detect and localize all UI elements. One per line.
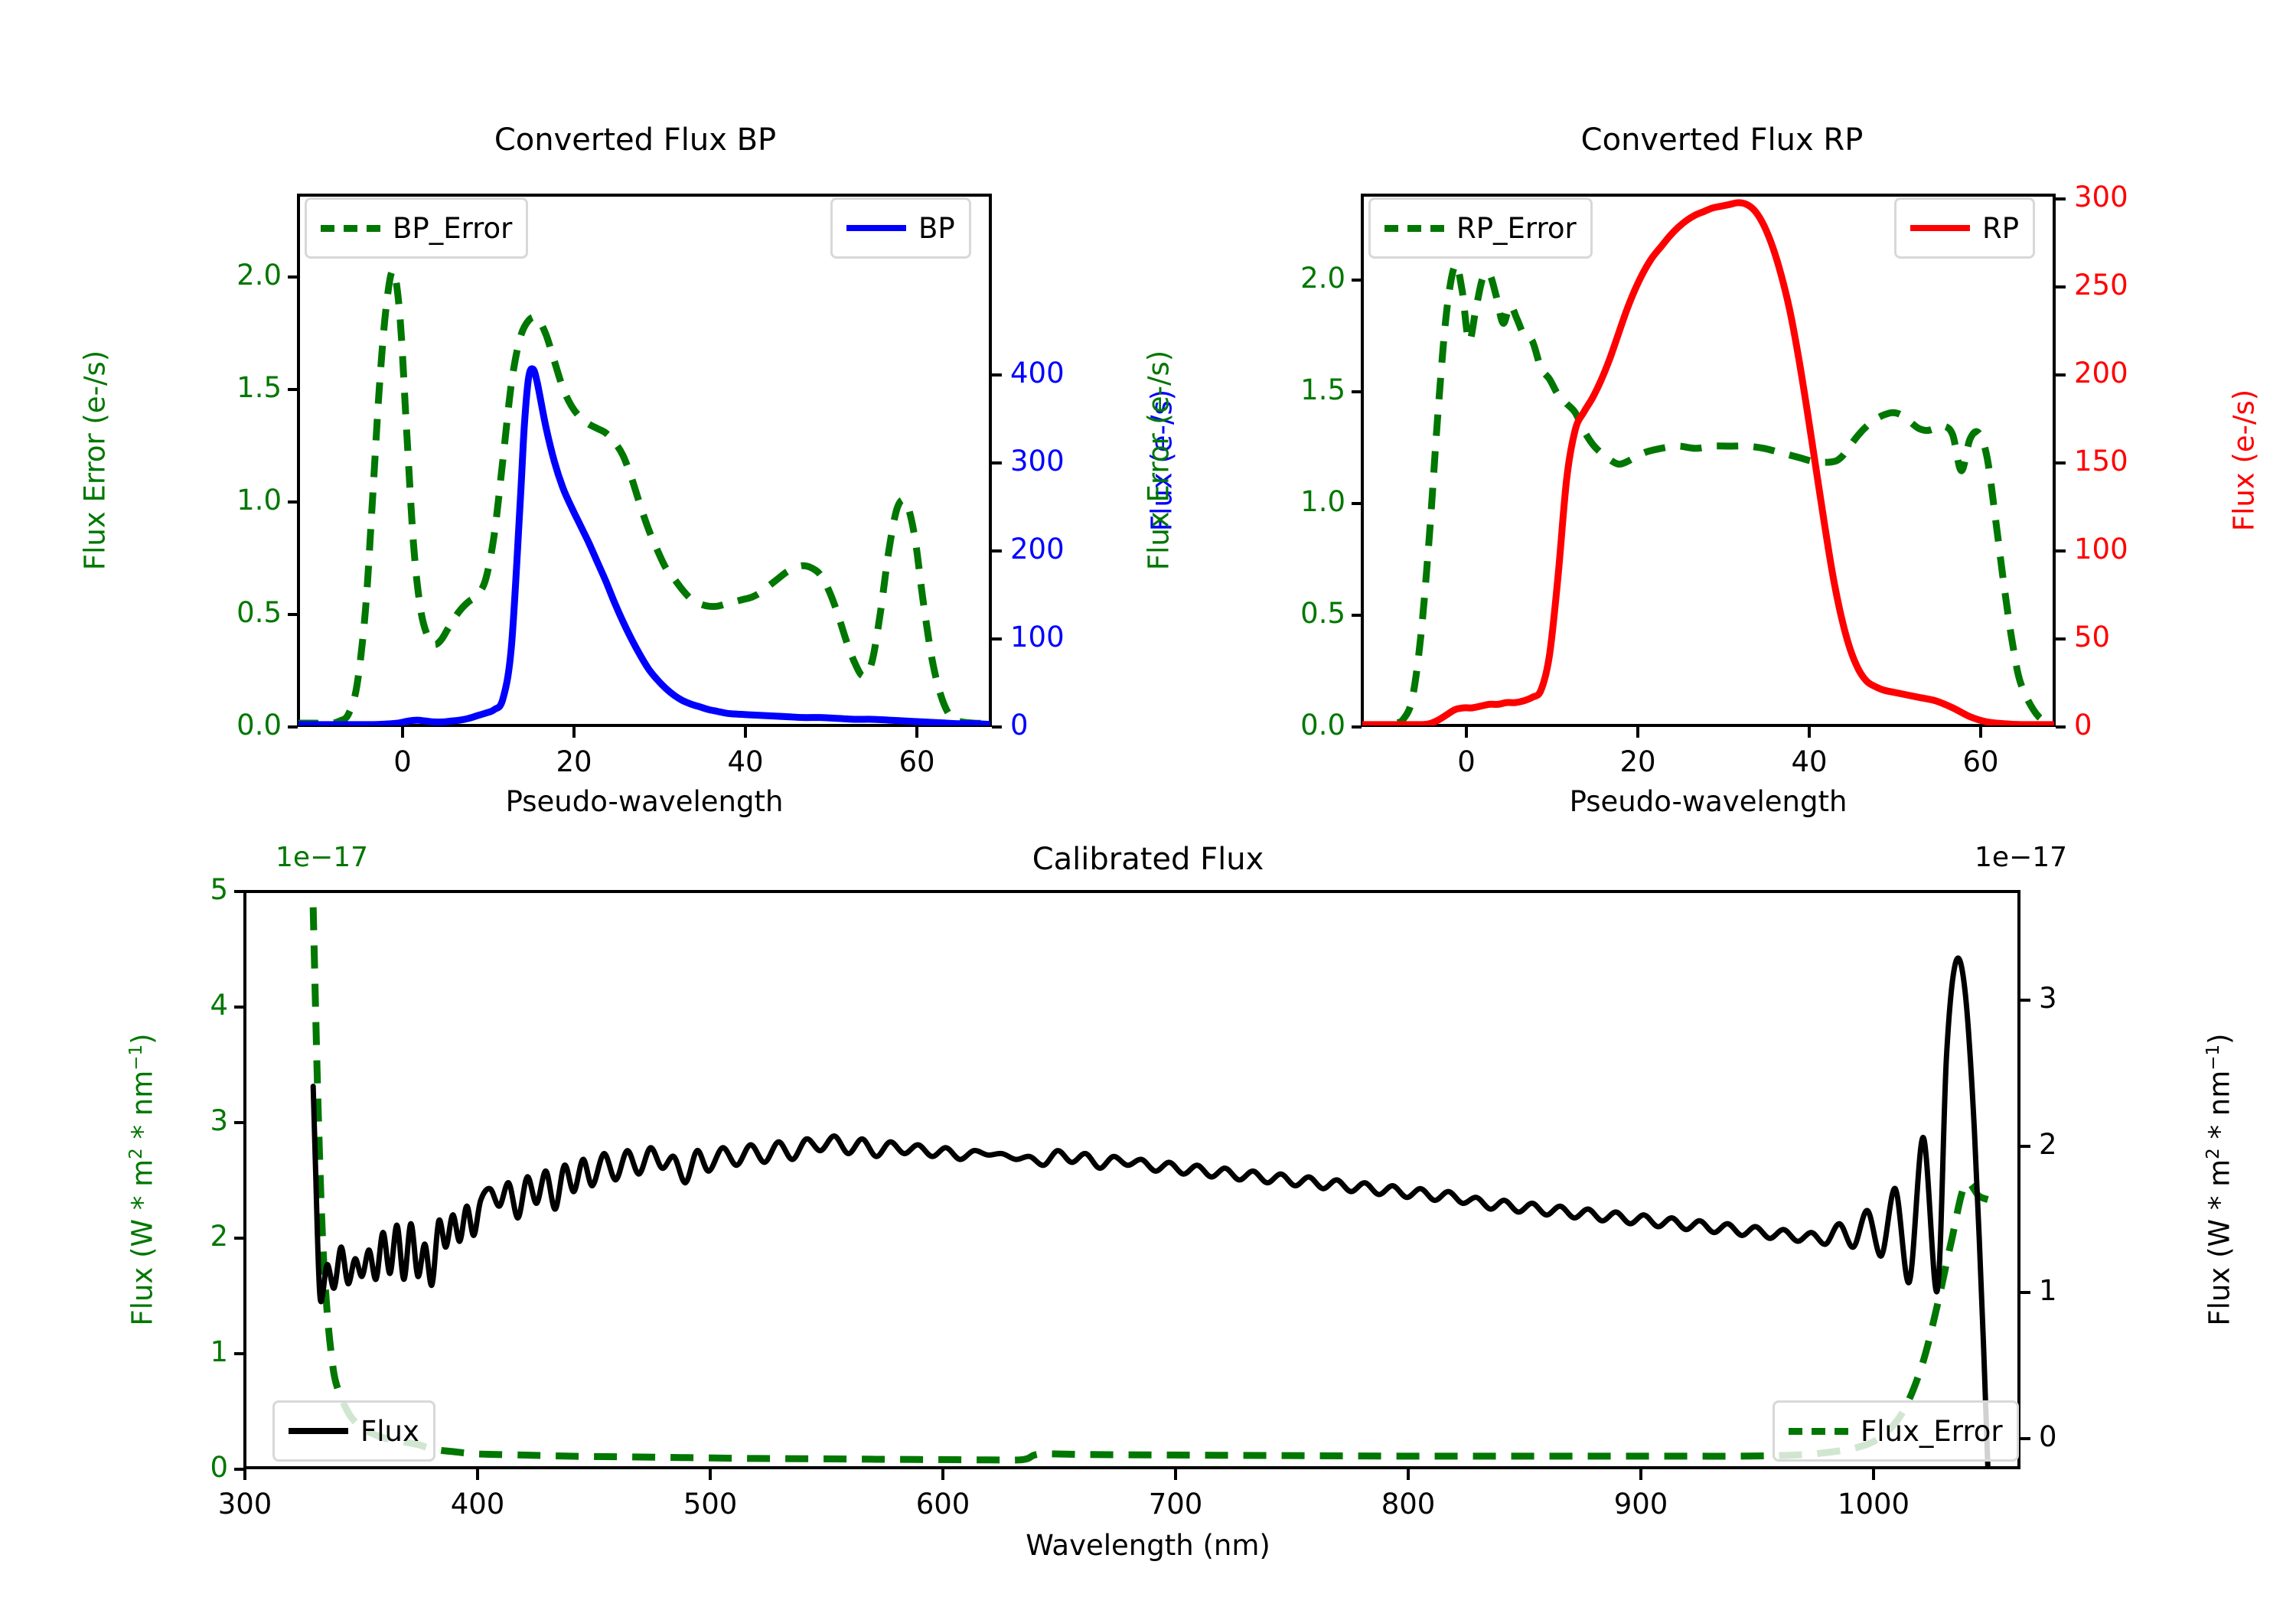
rp-legend-error[interactable]: RP_Error xyxy=(1368,197,1593,259)
bp-flux-curve xyxy=(298,365,990,725)
bp-error-curve xyxy=(298,267,990,725)
bp-legend-error[interactable]: BP_Error xyxy=(305,197,529,259)
bp-left-axis-title: Flux Error (e-/s) xyxy=(78,350,112,571)
cal-x-tick-2: 500 xyxy=(683,1488,738,1521)
bp-x-tick-0: 0 xyxy=(393,745,412,778)
cal-left-tick-2: 2 xyxy=(210,1220,228,1253)
bp-axes-frame xyxy=(297,194,992,727)
panel-converted-flux-bp: Converted Flux BP 0.0 0.5 1.0 1.5 2.0 Fl… xyxy=(0,0,1179,818)
rp-x-tick-2: 40 xyxy=(1791,745,1828,778)
rp-x-tick-1: 20 xyxy=(1619,745,1656,778)
bp-right-tick-4: 400 xyxy=(1010,357,1065,390)
rp-legend-flux[interactable]: RP xyxy=(1894,197,2036,259)
rp-right-tick-6: 300 xyxy=(2074,181,2128,214)
bp-x-tick-2: 40 xyxy=(727,745,764,778)
cal-x-axis-title: Wavelength (nm) xyxy=(1026,1529,1270,1562)
rp-right-tick-0: 0 xyxy=(2074,709,2092,742)
cal-plot-title: Calibrated Flux xyxy=(1032,842,1264,877)
rp-x-tick-0: 0 xyxy=(1457,745,1476,778)
rp-right-tick-1: 50 xyxy=(2074,621,2111,654)
cal-x-tick-7: 1000 xyxy=(1837,1488,1910,1521)
cal-right-tick-3: 3 xyxy=(2039,982,2057,1015)
cal-left-tick-3: 3 xyxy=(210,1104,228,1137)
rp-plot-title: Converted Flux RP xyxy=(1580,122,1864,158)
rp-right-axis-title: Flux (e-/s) xyxy=(2227,389,2261,532)
bp-left-tick-1: 0.5 xyxy=(236,596,282,629)
bp-right-tick-3: 300 xyxy=(1010,445,1065,478)
cal-x-tick-6: 900 xyxy=(1613,1488,1668,1521)
rp-right-tick-4: 200 xyxy=(2074,357,2128,390)
rp-error-legend-label: RP_Error xyxy=(1456,211,1577,245)
bp-error-legend-line xyxy=(321,224,380,232)
cal-right-tick-0: 0 xyxy=(2039,1420,2057,1453)
cal-right-tick-1: 1 xyxy=(2039,1274,2057,1307)
bp-legend-flux[interactable]: BP xyxy=(830,197,971,259)
bp-right-tick-0: 0 xyxy=(1010,709,1029,742)
rp-right-tick-5: 250 xyxy=(2074,269,2128,302)
bp-plot-title: Converted Flux BP xyxy=(494,122,777,158)
cal-right-tick-2: 2 xyxy=(2039,1128,2057,1161)
bp-x-tick-3: 60 xyxy=(899,745,935,778)
cal-x-tick-4: 700 xyxy=(1148,1488,1203,1521)
panel-calibrated-flux: Calibrated Flux 1e−17 1e−17 0 1 2 3 4 5 … xyxy=(0,811,2296,1607)
rp-flux-legend-line xyxy=(1910,225,1970,231)
cal-x-tick-1: 400 xyxy=(450,1488,505,1521)
cal-right-offset: 1e−17 xyxy=(1975,842,2068,873)
cal-left-tick-4: 4 xyxy=(210,989,228,1022)
panel-converted-flux-rp: Converted Flux RP 0.0 0.5 1.0 1.5 2.0 Fl… xyxy=(1143,0,2296,818)
rp-error-curve xyxy=(1362,261,2054,725)
bp-left-tick-2: 1.0 xyxy=(236,484,282,517)
rp-left-tick-3: 1.5 xyxy=(1300,373,1345,406)
cal-left-axis-title-text: Flux (W * m2 * nm−1) xyxy=(126,1033,159,1326)
cal-left-tick-0: 0 xyxy=(210,1451,228,1484)
cal-left-tick-5: 5 xyxy=(210,873,228,906)
bp-left-tick-3: 1.5 xyxy=(236,371,282,404)
bp-error-legend-label: BP_Error xyxy=(393,211,513,245)
cal-right-axis-title-text: Flux (W * m2 * nm−1) xyxy=(2203,1033,2236,1326)
rp-x-tick-3: 60 xyxy=(1962,745,1999,778)
rp-left-axis-title: Flux Error (e-/s) xyxy=(1142,350,1176,571)
bp-right-tick-1: 100 xyxy=(1010,621,1065,654)
cal-legend-flux[interactable]: Flux xyxy=(272,1400,435,1462)
rp-left-tick-2: 1.0 xyxy=(1300,485,1345,518)
cal-left-axis-title: Flux (W * m2 * nm−1) xyxy=(126,966,159,1394)
cal-flux-legend-line xyxy=(289,1428,348,1434)
rp-left-tick-4: 2.0 xyxy=(1300,262,1345,295)
cal-error-legend-label: Flux_Error xyxy=(1861,1414,2003,1448)
rp-error-legend-line xyxy=(1384,224,1444,232)
rp-flux-legend-label: RP xyxy=(1982,211,2020,245)
cal-left-offset: 1e−17 xyxy=(276,842,369,873)
calibrated-flux-error-curve xyxy=(309,907,1990,1464)
bp-plot-svg xyxy=(298,267,990,725)
cal-error-legend-line xyxy=(1789,1427,1848,1435)
cal-flux-legend-label: Flux xyxy=(360,1414,419,1448)
rp-x-axis-title: Pseudo-wavelength xyxy=(1569,785,1848,818)
cal-x-tick-3: 600 xyxy=(915,1488,970,1521)
bp-left-tick-4: 2.0 xyxy=(236,259,282,292)
cal-axes-frame xyxy=(243,890,2020,1469)
bp-right-tick-2: 200 xyxy=(1010,533,1065,566)
bp-flux-legend-line xyxy=(846,225,906,231)
cal-x-tick-0: 300 xyxy=(217,1488,272,1521)
rp-left-tick-0: 0.0 xyxy=(1300,709,1345,742)
rp-right-tick-2: 100 xyxy=(2074,533,2128,566)
bp-x-tick-1: 20 xyxy=(556,745,592,778)
rp-plot-svg xyxy=(1362,199,2054,725)
cal-left-tick-1: 1 xyxy=(210,1335,228,1368)
calibrated-flux-curve xyxy=(310,955,1991,1468)
cal-x-tick-5: 800 xyxy=(1381,1488,1436,1521)
rp-right-tick-3: 150 xyxy=(2074,445,2128,478)
rp-axes-frame xyxy=(1361,194,2056,727)
rp-left-tick-1: 0.5 xyxy=(1300,597,1345,630)
bp-flux-legend-label: BP xyxy=(918,211,955,245)
bp-left-tick-0: 0.0 xyxy=(236,709,282,742)
bp-x-axis-title: Pseudo-wavelength xyxy=(505,785,784,818)
cal-legend-error[interactable]: Flux_Error xyxy=(1773,1400,2019,1462)
rp-flux-curve xyxy=(1362,199,2054,725)
cal-right-axis-title: Flux (W * m2 * nm−1) xyxy=(2203,966,2236,1394)
